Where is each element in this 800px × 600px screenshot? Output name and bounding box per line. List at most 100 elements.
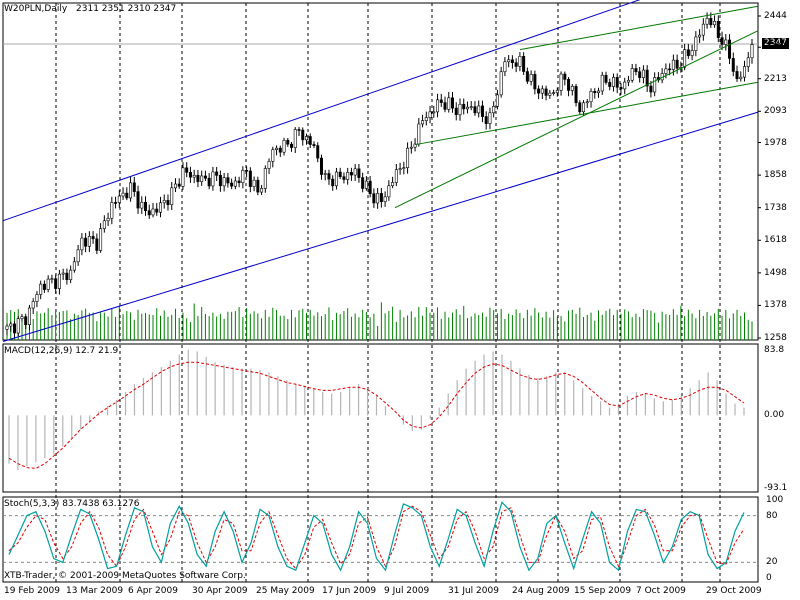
candle-body	[563, 73, 567, 80]
candle-body	[567, 79, 571, 91]
candle-body	[196, 175, 200, 182]
time-label-10: 7 Oct 2009	[636, 586, 686, 596]
macd-values: 12.7 21.9	[75, 346, 119, 356]
candle-body	[162, 200, 166, 204]
time-label-11: 29 Oct 2009	[706, 586, 762, 596]
stoch-header: Stoch(5,3,3) 83.7438 63.1276	[4, 499, 140, 510]
candle-body	[263, 168, 267, 189]
candle-body	[555, 90, 559, 93]
candle-body	[222, 177, 226, 187]
candle-body	[439, 99, 443, 103]
candle-body	[327, 173, 331, 180]
candle-body	[248, 170, 252, 187]
candle-body	[653, 77, 657, 93]
candle-body	[312, 144, 316, 146]
price-tick-label-1: 2329	[764, 42, 787, 53]
candle-body	[297, 129, 301, 131]
candle-body	[286, 139, 290, 145]
candle-body	[211, 171, 215, 187]
candle-body	[72, 261, 76, 271]
candle-body	[207, 177, 211, 187]
candle-body	[361, 177, 365, 189]
candle-body	[338, 171, 342, 178]
candle-body	[188, 172, 192, 178]
candle-body	[495, 94, 499, 107]
macd-scale-label-1: 0.00	[764, 410, 785, 421]
candle-body	[170, 187, 174, 205]
price-tick-label-4: 1978	[764, 137, 787, 148]
candle-body	[61, 272, 65, 275]
candle-body	[638, 71, 642, 78]
candle-body	[290, 143, 294, 148]
candle-body	[151, 208, 155, 216]
candle-body	[147, 210, 151, 216]
candle-body	[690, 50, 694, 56]
candle-body	[368, 180, 372, 194]
candle-body	[694, 36, 698, 51]
candle-body	[226, 177, 230, 184]
stoch-scale-label-2: 20	[766, 557, 778, 568]
candle-body	[331, 178, 335, 187]
candle-body	[570, 85, 574, 91]
time-label-1: 13 Mar 2009	[66, 586, 124, 596]
candle-body	[278, 147, 282, 153]
candle-body	[215, 171, 219, 176]
candle-body	[293, 129, 297, 148]
candle-body	[5, 325, 9, 330]
candle-body	[256, 179, 260, 193]
candle-body	[16, 318, 20, 334]
candle-body	[200, 175, 204, 182]
candle-body	[54, 278, 58, 289]
candle-body	[140, 201, 144, 209]
candle-body	[394, 169, 398, 183]
trend-lines	[2, 0, 759, 343]
candle-body	[304, 136, 308, 141]
candle-body	[585, 101, 589, 104]
candle-body	[99, 228, 103, 251]
candle-body	[125, 192, 129, 199]
time-label-9: 15 Sep 2009	[574, 586, 632, 596]
candle-body	[533, 74, 537, 90]
candle-body	[750, 44, 754, 59]
candle-body	[31, 301, 35, 309]
price-tick-label-3: 2093	[764, 106, 787, 117]
candle-body	[686, 49, 690, 56]
stoch-scale-label-3: 0	[766, 573, 772, 583]
candle-body	[671, 59, 675, 70]
candle-body	[705, 18, 709, 25]
candle-body	[436, 99, 440, 113]
candle-body	[675, 59, 679, 69]
candle-body	[499, 71, 503, 96]
fan-line-1	[394, 30, 759, 209]
candle-body	[409, 146, 413, 149]
candle-body	[233, 180, 237, 187]
candle-body	[735, 71, 739, 80]
candle-body	[469, 106, 473, 108]
time-label-7: 31 Jul 2009	[448, 586, 499, 596]
candle-body	[574, 85, 578, 104]
candle-body	[406, 147, 410, 168]
candle-body	[683, 49, 687, 68]
candle-body	[465, 106, 469, 110]
candle-body	[69, 269, 73, 281]
candle-body	[308, 136, 312, 145]
candle-body	[319, 157, 323, 175]
candle-body	[417, 123, 421, 145]
candle-body	[84, 237, 88, 247]
candle-body	[57, 273, 61, 289]
candle-body	[132, 182, 136, 192]
macd-scale-label-0: 83.8	[764, 345, 785, 355]
candle-body	[9, 323, 13, 327]
candle-body	[451, 97, 455, 109]
candle-body	[12, 323, 16, 334]
price-tick-label-8: 1498	[764, 267, 787, 278]
candle-body	[525, 71, 529, 82]
candle-body	[87, 236, 91, 247]
macd-scale-label-2: -93.1	[764, 483, 788, 493]
candle-body	[173, 183, 177, 189]
candle-body	[645, 69, 649, 87]
candle-body	[589, 91, 593, 103]
candle-body	[582, 102, 586, 113]
candle-body	[271, 149, 275, 162]
